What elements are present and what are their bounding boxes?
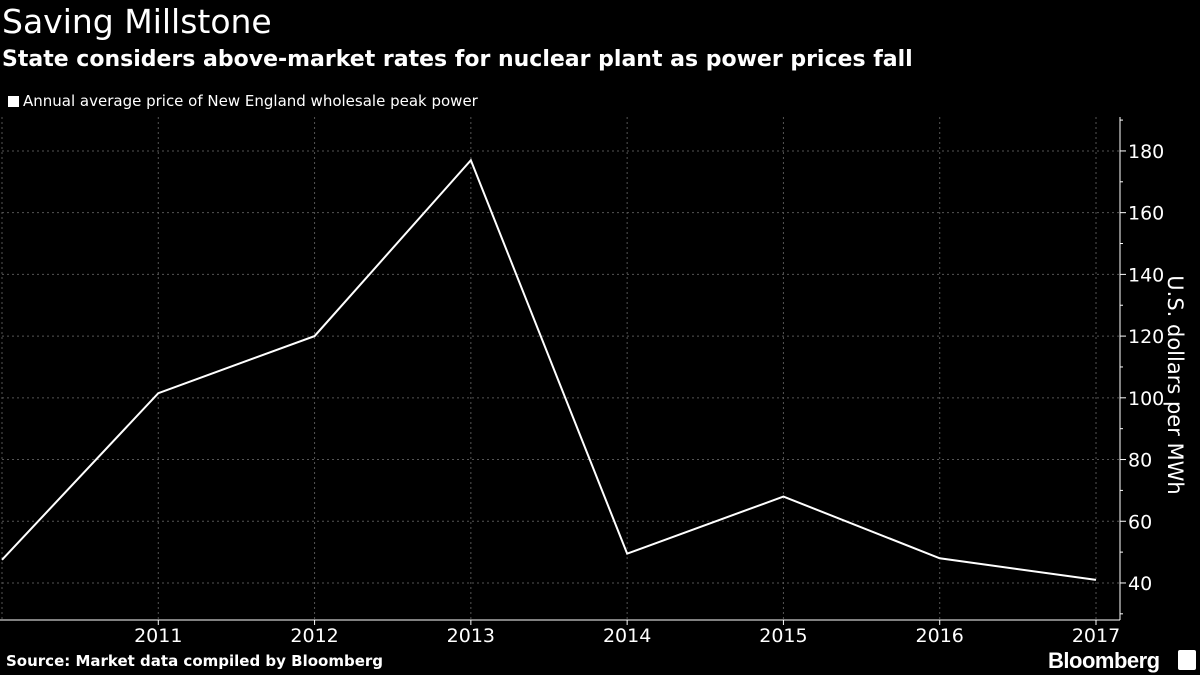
data-point bbox=[2, 559, 3, 560]
y-tick-label: 140 bbox=[1128, 264, 1164, 286]
terminal-icon bbox=[1178, 650, 1196, 670]
x-tick-label: 2012 bbox=[290, 625, 338, 647]
series-line bbox=[1, 158, 1097, 581]
legend-label: Annual average price of New England whol… bbox=[23, 92, 478, 110]
axis-layer: 40 60 80 100 120 140 160 180 2011 2012 2013 2014 201… bbox=[0, 117, 1164, 647]
source-note: Source: Market data compiled by Bloomber… bbox=[6, 652, 384, 670]
y-axis-label: U.S. dollars per MWh bbox=[1163, 275, 1187, 495]
chart-title: Saving Millstone bbox=[2, 2, 272, 41]
data-point bbox=[314, 336, 315, 337]
y-tick-label: 100 bbox=[1128, 388, 1164, 410]
x-tick-label: 2015 bbox=[759, 625, 807, 647]
y-tick-label: 80 bbox=[1128, 450, 1152, 472]
data-point bbox=[158, 393, 159, 394]
data-point bbox=[783, 496, 784, 497]
x-tick-label: 2013 bbox=[447, 625, 495, 647]
y-tick-label: 40 bbox=[1128, 573, 1152, 595]
grid-layer bbox=[1, 117, 1120, 620]
brand-logo: Bloomberg bbox=[1048, 648, 1160, 673]
x-tick-label: 2011 bbox=[134, 625, 182, 647]
y-tick-label: 60 bbox=[1128, 511, 1152, 533]
y-tick-label: 160 bbox=[1128, 203, 1164, 225]
legend-swatch bbox=[8, 95, 19, 107]
data-point bbox=[627, 553, 628, 554]
y-tick-label: 180 bbox=[1128, 141, 1164, 163]
y-axis-label-container: U.S. dollars per MWh bbox=[1150, 110, 1200, 630]
series-layer bbox=[1, 158, 1097, 581]
chart-subtitle: State considers above-market rates for n… bbox=[2, 47, 913, 72]
legend: Annual average price of New England whol… bbox=[8, 91, 478, 111]
x-tick-label: 2014 bbox=[603, 625, 651, 647]
data-point bbox=[470, 160, 471, 161]
x-tick-label: 2017 bbox=[1072, 625, 1120, 647]
data-point bbox=[1096, 579, 1097, 580]
point-layer bbox=[2, 160, 1097, 581]
data-point bbox=[939, 558, 940, 559]
x-tick-label: 2016 bbox=[916, 625, 964, 647]
y-tick-label: 120 bbox=[1128, 326, 1164, 348]
